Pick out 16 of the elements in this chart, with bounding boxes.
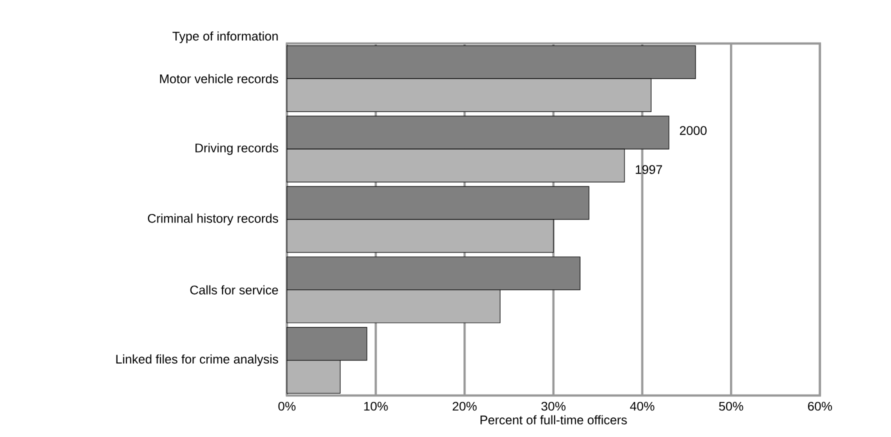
y-tick-label: Linked files for crime analysis: [116, 354, 278, 366]
series-label: 2000: [680, 126, 707, 135]
x-tick-label: 0%: [278, 402, 296, 411]
x-tick-label: 20%: [452, 402, 477, 411]
x-tick-label: 10%: [364, 402, 388, 411]
y-axis-title: Type of information: [172, 31, 278, 44]
y-tick-label: Motor vehicle records: [160, 74, 278, 84]
series-label: 1997: [636, 165, 662, 174]
x-tick-label: 40%: [630, 402, 654, 411]
x-tick-label: 60%: [808, 402, 832, 411]
x-tick-label: 50%: [719, 402, 744, 411]
y-tick-label: Calls for service: [190, 285, 278, 294]
y-tick-label: Criminal history records: [148, 214, 278, 226]
x-axis-title: Percent of full-time officers: [480, 415, 627, 424]
y-tick-label: Driving records: [196, 143, 278, 155]
x-tick-label: 30%: [541, 402, 566, 411]
